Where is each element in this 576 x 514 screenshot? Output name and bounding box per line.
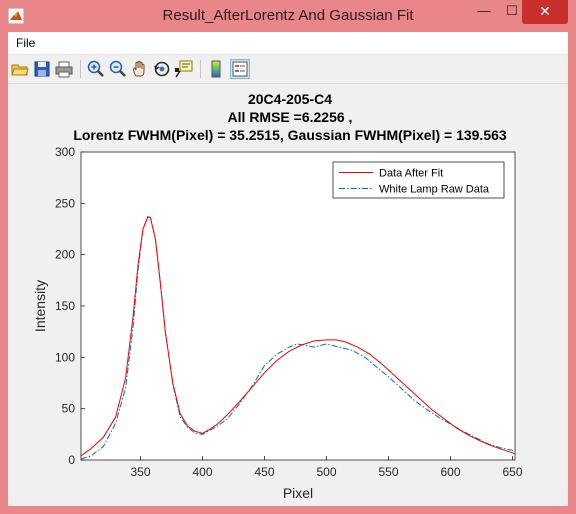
minimize-button[interactable]: — [477, 3, 491, 18]
menu-file[interactable]: File [16, 36, 36, 50]
y-tick-label: 300 [55, 145, 75, 159]
matlab-logo-icon [8, 8, 24, 24]
toolbar-separator [200, 60, 201, 78]
fit-data-line [81, 216, 515, 457]
save-icon[interactable] [32, 59, 52, 79]
data-cursor-icon[interactable] [174, 59, 194, 79]
x-tick-label: 350 [131, 465, 151, 479]
chart-title-line-1: 20C4-205-C4 [248, 91, 332, 107]
pan-icon[interactable] [130, 59, 150, 79]
x-axis: 350 400 450 500 550 600 650 [131, 456, 523, 479]
x-tick-label: 600 [441, 465, 461, 479]
toolbar-separator [80, 60, 81, 78]
legend[interactable]: Data After Fit White Lamp Raw Data [332, 161, 505, 199]
y-axis-label: Intensity [32, 280, 48, 332]
y-tick-label: 100 [55, 350, 75, 364]
y-tick-label: 0 [68, 453, 75, 467]
title-bar[interactable]: Result_AfterLorentz And Gaussian Fit — ☐… [0, 0, 576, 32]
zoom-out-icon[interactable] [108, 59, 128, 79]
menu-bar: File [8, 32, 568, 55]
window-title: Result_AfterLorentz And Gaussian Fit [162, 7, 414, 24]
x-axis-label: Pixel [283, 485, 313, 501]
y-tick-label: 200 [55, 248, 75, 262]
legend-icon [232, 61, 248, 77]
rotate-3d-icon[interactable] [152, 59, 172, 79]
line-chart: 20C4-205-C4 All RMSE =6.2256 , Lorentz F… [32, 91, 523, 501]
zoom-in-icon[interactable] [86, 59, 106, 79]
figure-canvas: 20C4-205-C4 All RMSE =6.2256 , Lorentz F… [8, 84, 568, 506]
chart-title-line-2: All RMSE =6.2256 , [228, 109, 353, 125]
close-button[interactable]: ✕ [522, 0, 568, 24]
legend-label-raw: White Lamp Raw Data [379, 184, 490, 196]
x-tick-label: 400 [193, 465, 213, 479]
y-axis: 0 50 100 150 200 250 300 [55, 145, 85, 467]
x-tick-label: 500 [317, 465, 337, 479]
legend-box [332, 161, 505, 199]
figure-client-area: File [8, 32, 568, 506]
y-tick-label: 50 [62, 402, 76, 416]
x-tick-label: 450 [255, 465, 275, 479]
print-icon[interactable] [54, 59, 74, 79]
figure-toolbar [8, 55, 568, 84]
legend-button[interactable] [230, 59, 250, 79]
plot-area[interactable] [80, 151, 516, 461]
chart-title-line-3: Lorentz FWHM(Pixel) = 35.2515, Gaussian … [73, 127, 507, 143]
y-tick-label: 150 [55, 299, 75, 313]
maximize-button[interactable]: ☐ [506, 3, 518, 18]
x-tick-label: 650 [503, 465, 523, 479]
colorbar-icon[interactable] [206, 59, 226, 79]
x-tick-label: 550 [379, 465, 399, 479]
y-tick-label: 250 [55, 196, 75, 210]
open-icon[interactable] [10, 59, 30, 79]
legend-label-fit: Data After Fit [379, 168, 443, 180]
